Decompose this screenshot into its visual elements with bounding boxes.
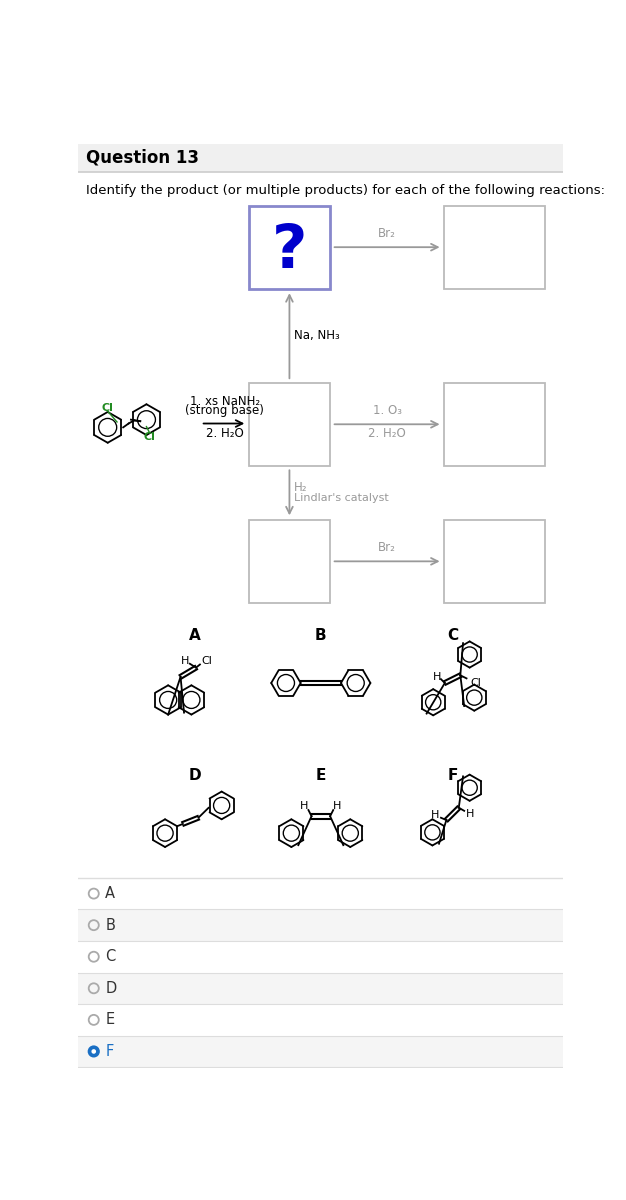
Bar xyxy=(249,383,330,466)
Text: (strong base): (strong base) xyxy=(185,404,264,418)
Circle shape xyxy=(91,1049,96,1054)
Text: Br₂: Br₂ xyxy=(378,541,396,554)
Text: Br₂: Br₂ xyxy=(378,227,396,240)
Text: E: E xyxy=(105,1013,115,1027)
Text: Cl: Cl xyxy=(202,656,212,666)
Text: B: B xyxy=(315,628,327,643)
Text: F: F xyxy=(448,768,458,782)
Bar xyxy=(249,520,330,602)
Text: 1. O₃: 1. O₃ xyxy=(372,403,402,416)
Text: H: H xyxy=(466,809,474,818)
Bar xyxy=(78,910,563,941)
Text: H: H xyxy=(300,802,309,811)
Bar xyxy=(444,383,545,466)
Text: H₂: H₂ xyxy=(294,481,307,494)
Text: D: D xyxy=(105,980,116,996)
Text: B: B xyxy=(105,918,115,932)
Text: Question 13: Question 13 xyxy=(86,149,199,167)
Text: H: H xyxy=(431,810,439,821)
Bar xyxy=(249,205,330,289)
Text: D: D xyxy=(188,768,201,782)
Text: Cl: Cl xyxy=(143,432,155,443)
Text: E: E xyxy=(316,768,326,782)
Text: C: C xyxy=(447,628,458,643)
Bar xyxy=(444,520,545,602)
Text: H: H xyxy=(333,802,341,811)
Bar xyxy=(78,1036,563,1067)
Text: Cl: Cl xyxy=(470,678,481,688)
Text: ?: ? xyxy=(272,222,307,281)
Bar xyxy=(78,144,563,172)
Text: Identify the product (or multiple products) for each of the following reactions:: Identify the product (or multiple produc… xyxy=(86,184,605,197)
Text: Cl: Cl xyxy=(102,403,114,413)
Text: F: F xyxy=(105,1044,114,1058)
Text: Lindlar's catalyst: Lindlar's catalyst xyxy=(294,493,389,503)
Circle shape xyxy=(89,1046,99,1056)
Text: H: H xyxy=(181,656,190,666)
Bar xyxy=(444,205,545,289)
Bar xyxy=(78,972,563,1004)
Text: C: C xyxy=(105,949,116,965)
Text: Na, NH₃: Na, NH₃ xyxy=(294,329,340,342)
Text: A: A xyxy=(105,886,115,901)
Text: 2. H₂O: 2. H₂O xyxy=(368,426,406,439)
Text: H: H xyxy=(433,672,441,682)
Text: 1. xs NaNH₂: 1. xs NaNH₂ xyxy=(190,395,260,408)
Text: A: A xyxy=(188,628,200,643)
Text: 2. H₂O: 2. H₂O xyxy=(206,427,244,440)
